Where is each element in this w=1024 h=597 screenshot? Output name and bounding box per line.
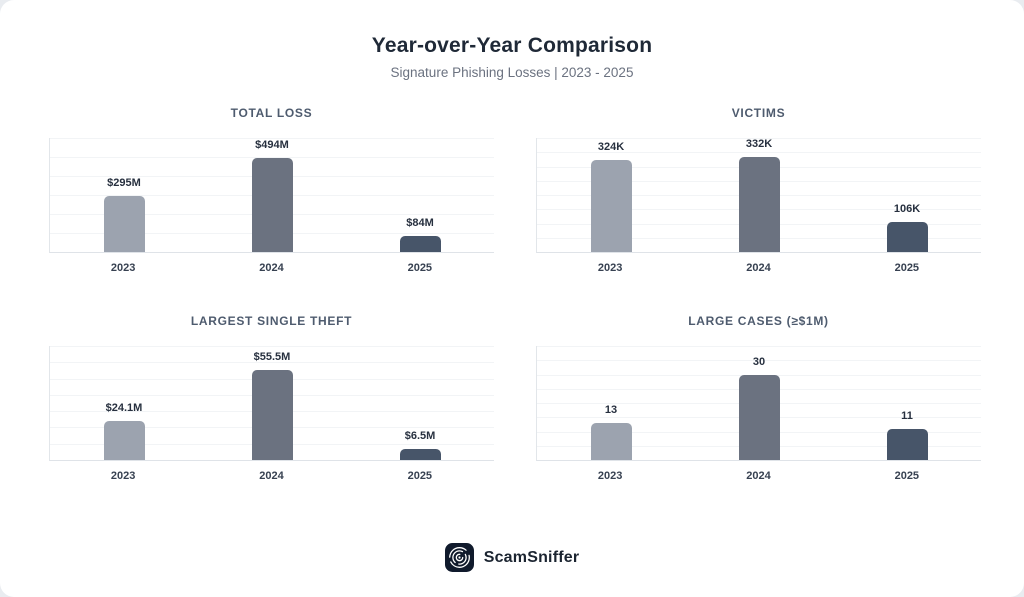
chart-title: LARGE CASES (≥$1M) (688, 314, 829, 328)
gridline (50, 138, 494, 139)
plot-area: 324K 332K 106K (536, 138, 981, 253)
plot-area: 13 30 11 (536, 346, 981, 461)
x-tick-label: 2025 (894, 470, 920, 482)
bar-slot: 332K (685, 138, 833, 252)
gridline (537, 360, 981, 362)
x-tick-label: 2023 (597, 470, 623, 482)
x-tick-label: 2023 (110, 262, 136, 274)
page-title: Year-over-Year Comparison (371, 34, 653, 57)
scamsniffer-logo-icon (444, 543, 474, 572)
chart-victims: VICTIMS 324K 332K 106K 2023 2024 2025 (536, 106, 981, 274)
bar-slot: $6.5M (346, 346, 494, 460)
x-tick-label: 2024 (259, 262, 284, 274)
gridline (537, 152, 981, 154)
x-tick-label: 2025 (407, 262, 433, 274)
bar-2025: 11 (886, 410, 928, 460)
x-tick-label: 2025 (407, 470, 433, 482)
x-tick-label: 2023 (597, 262, 623, 274)
bar-slot: 106K (833, 138, 981, 252)
value-label: $84M (406, 217, 434, 230)
chart-title: LARGEST SINGLE THEFT (190, 314, 353, 328)
bar-2024: 30 (738, 356, 780, 460)
gridline (537, 346, 981, 347)
bar-2024: $494M (251, 139, 293, 252)
value-label: $494M (255, 139, 289, 152)
value-label: 332K (745, 138, 773, 151)
header: Year-over-Year Comparison Signature Phis… (0, 0, 1024, 80)
value-label: $6.5M (404, 430, 436, 443)
x-tick-label: 2025 (894, 262, 920, 274)
charts-grid: TOTAL LOSS $295M $494M $84M 2023 2024 2025 V… (0, 106, 1024, 482)
value-label: 106K (893, 202, 921, 215)
chart-title: VICTIMS (731, 106, 786, 120)
chart-large-cases: LARGE CASES (≥$1M) 13 30 11 2023 2024 2025 (536, 314, 981, 482)
bar-2025: $84M (399, 217, 441, 252)
value-label: 13 (604, 403, 618, 416)
value-label: $55.5M (253, 350, 291, 363)
bar-2024: 332K (738, 138, 780, 252)
bar-2023: $24.1M (103, 402, 145, 460)
bar-slot: $84M (346, 138, 494, 252)
gridline (50, 157, 494, 158)
bar-2023: 13 (590, 404, 632, 460)
x-axis-labels: 2023 2024 2025 (49, 470, 494, 482)
brand-name: ScamSniffer (483, 548, 580, 566)
bar-slot: 324K (537, 138, 685, 252)
x-axis-labels: 2023 2024 2025 (536, 470, 981, 482)
plot-area: $295M $494M $84M (49, 138, 494, 253)
bar-slot: 13 (537, 346, 685, 460)
footer-brand: ScamSniffer (0, 543, 1024, 572)
x-axis-labels: 2023 2024 2025 (536, 262, 981, 274)
bar-slot: 30 (685, 346, 833, 460)
plot-area: $24.1M $55.5M $6.5M (49, 346, 494, 461)
x-tick-label: 2024 (746, 470, 771, 482)
gridline (537, 138, 981, 139)
gridline (50, 346, 494, 347)
x-tick-label: 2023 (110, 470, 136, 482)
x-tick-label: 2024 (259, 470, 284, 482)
bar-2023: 324K (590, 141, 632, 252)
bar-2024: $55.5M (251, 351, 293, 460)
bar-slot: $24.1M (50, 346, 198, 460)
bar-slot: $55.5M (198, 346, 346, 460)
gridline (50, 362, 494, 364)
bar-2023: $295M (103, 177, 145, 252)
x-axis-labels: 2023 2024 2025 (49, 262, 494, 274)
chart-total-loss: TOTAL LOSS $295M $494M $84M 2023 2024 2025 (49, 106, 494, 274)
page-subtitle: Signature Phishing Losses | 2023 - 2025 (390, 65, 634, 80)
value-label: 11 (901, 409, 913, 422)
value-label: $295M (107, 176, 141, 189)
x-tick-label: 2024 (746, 262, 771, 274)
value-label: 30 (752, 355, 766, 368)
bar-slot: 11 (833, 346, 981, 460)
bar-2025: $6.5M (399, 430, 441, 460)
chart-title: TOTAL LOSS (230, 106, 313, 120)
value-label: 324K (597, 140, 625, 153)
chart-largest-single-theft: LARGEST SINGLE THEFT $24.1M $55.5M $6.5M 2… (49, 314, 494, 482)
bar-slot: $295M (50, 138, 198, 252)
bar-2025: 106K (886, 203, 928, 252)
bar-slot: $494M (198, 138, 346, 252)
value-label: $24.1M (105, 401, 143, 414)
